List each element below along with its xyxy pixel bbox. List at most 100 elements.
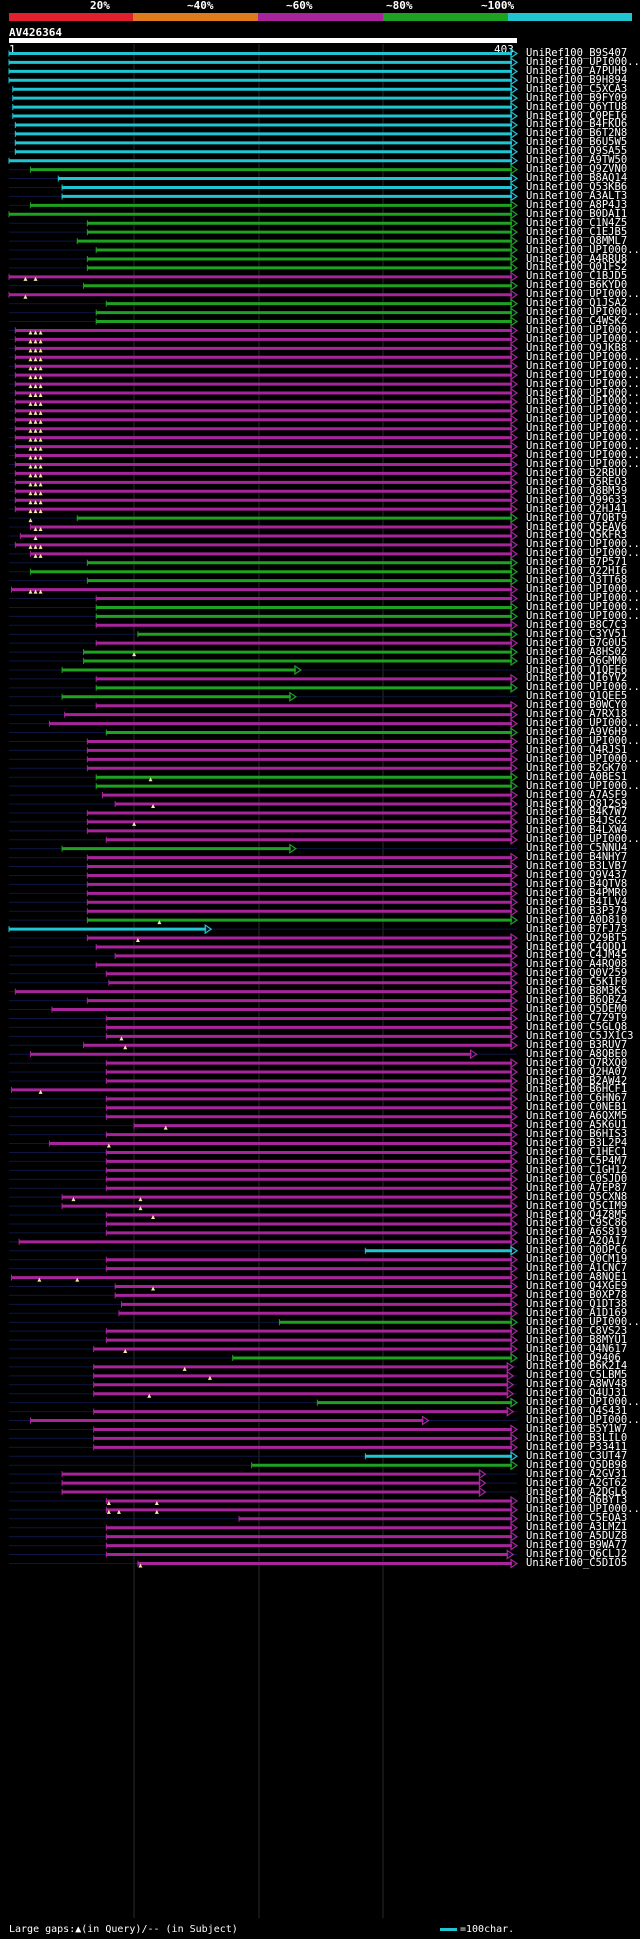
hit-label[interactable]: UniRef100_UPI000... <box>526 332 640 345</box>
hit-label[interactable]: UniRef100_UPI000... <box>526 1396 640 1409</box>
hit-label[interactable]: UniRef100_C0SJD0 <box>526 1172 628 1185</box>
hit-label[interactable]: UniRef100_C4QDD1 <box>526 940 628 953</box>
hit-label[interactable]: UniRef100_UPI000... <box>526 449 640 462</box>
hit-label[interactable]: UniRef100_C5NNU4 <box>526 842 628 855</box>
hit-label[interactable]: UniRef100_UPI000... <box>526 717 640 730</box>
hit-label[interactable]: UniRef100_Q0CM19 <box>526 1253 628 1266</box>
hit-label[interactable]: UniRef100_C5LBM5 <box>526 1369 628 1382</box>
hit-label[interactable]: UniRef100_A8WV48 <box>526 1378 628 1391</box>
hit-label[interactable]: UniRef100_Q6YTU8 <box>526 100 628 113</box>
hit-label[interactable]: UniRef100_C5P4M7 <box>526 1154 628 1167</box>
hit-label[interactable]: UniRef100_Q9SA55 <box>526 145 628 158</box>
hit-label[interactable]: UniRef100_B6QBZ4 <box>526 994 628 1007</box>
hit-label[interactable]: UniRef100_Q4Z8M5 <box>526 1208 628 1221</box>
hit-label[interactable]: UniRef100_Q5KFR3 <box>526 529 628 542</box>
hit-label[interactable]: UniRef100_UPI000... <box>526 377 640 390</box>
hit-label[interactable]: UniRef100_UPI000... <box>526 681 640 694</box>
hit-label[interactable]: UniRef100_C9SC86 <box>526 1217 628 1230</box>
hit-label[interactable]: UniRef100_C1EJB5 <box>526 225 628 238</box>
hit-label[interactable]: UniRef100_C5DIO5 <box>526 1557 628 1569</box>
hit-label[interactable]: UniRef100_A5K6U1 <box>526 1119 628 1132</box>
hit-label[interactable]: UniRef100_B3LIL0 <box>526 1431 628 1444</box>
hit-label[interactable]: UniRef100_Q4S431 <box>526 1405 628 1418</box>
hit-label[interactable]: UniRef100_C0PEI6 <box>526 109 628 122</box>
hit-label[interactable]: UniRef100_C8VS23 <box>526 1324 628 1337</box>
hit-label[interactable]: UniRef100_UPI000... <box>526 368 640 381</box>
hit-label[interactable]: UniRef100_Q1DT38 <box>526 1297 628 1310</box>
hit-label[interactable]: UniRef100_Q29BT5 <box>526 931 628 944</box>
hit-label[interactable]: UniRef100_UPI000... <box>526 404 640 417</box>
hit-label[interactable]: UniRef100_B6U5W5 <box>526 136 628 149</box>
hit-label[interactable]: UniRef100_A6QXM5 <box>526 1110 628 1123</box>
hit-label[interactable]: UniRef100_B3LVB7 <box>526 860 628 873</box>
hit-label[interactable]: UniRef100_P33411 <box>526 1440 628 1453</box>
hit-label[interactable]: UniRef100_UPI000... <box>526 431 640 444</box>
hit-label[interactable]: UniRef100_Q9JKB8 <box>526 341 628 354</box>
hit-label[interactable]: UniRef100_B6HIS3 <box>526 1128 628 1141</box>
hit-label[interactable]: UniRef100_A8P4J3 <box>526 198 628 211</box>
hit-label[interactable]: UniRef100_UPI000... <box>526 1503 640 1516</box>
hit-label[interactable]: UniRef100_C5GLQ8 <box>526 1020 628 1033</box>
hit-label[interactable]: UniRef100_UPI000... <box>526 600 640 613</box>
hit-label[interactable]: UniRef100_UPI000... <box>526 752 640 765</box>
hit-label[interactable]: UniRef100_Q5REO3 <box>526 475 628 488</box>
hit-label[interactable]: UniRef100_B8AQ14 <box>526 172 628 185</box>
hit-label[interactable]: UniRef100_B4FKU6 <box>526 118 628 131</box>
hit-label[interactable]: UniRef100_A9TW50 <box>526 154 628 167</box>
hit-label[interactable]: UniRef100_UPI000... <box>526 288 640 301</box>
hit-label[interactable]: UniRef100_A2QA17 <box>526 1235 628 1248</box>
hit-label[interactable]: UniRef100_A7EP87 <box>526 1181 628 1194</box>
hit-label[interactable]: UniRef100_Q0V259 <box>526 967 628 980</box>
hit-label[interactable]: UniRef100_A2GV31 <box>526 1467 628 1480</box>
hit-label[interactable]: UniRef100_A8QBE0 <box>526 1047 628 1060</box>
hit-label[interactable]: UniRef100_UPI000... <box>526 243 640 256</box>
hit-label[interactable]: UniRef100_A4RQ08 <box>526 958 628 971</box>
hit-label[interactable]: UniRef100_Q2HJ41 <box>526 502 628 515</box>
hit-label[interactable]: UniRef100_B8M3K5 <box>526 985 628 998</box>
hit-label[interactable]: UniRef100_B2AW42 <box>526 1074 628 1087</box>
hit-label[interactable]: UniRef100_Q812S9 <box>526 797 628 810</box>
hit-label[interactable]: UniRef100_C7Z9T9 <box>526 1011 628 1024</box>
hit-label[interactable]: UniRef100_B3P379 <box>526 904 628 917</box>
hit-label[interactable]: UniRef100_A9V6H9 <box>526 726 628 739</box>
hit-label[interactable]: UniRef100_C1HEC1 <box>526 1146 628 1158</box>
hit-label[interactable]: UniRef100_B4PMR0 <box>526 886 628 899</box>
hit-label[interactable]: UniRef100_C5XCA3 <box>526 82 628 95</box>
hit-label[interactable]: UniRef100_UPI000... <box>526 1414 640 1427</box>
hit-label[interactable]: UniRef100_A2GT62 <box>526 1476 628 1489</box>
hit-label[interactable]: UniRef100_A2DGL6 <box>526 1485 628 1498</box>
hit-label[interactable]: UniRef100_UPI000... <box>526 422 640 435</box>
hit-label[interactable]: UniRef100_UPI000... <box>526 547 640 560</box>
hit-label[interactable]: UniRef100_UPI000... <box>526 592 640 605</box>
hit-label[interactable]: UniRef100_Q8MML7 <box>526 234 628 247</box>
hit-label[interactable]: UniRef100_UPI000... <box>526 323 640 336</box>
hit-label[interactable]: UniRef100_Q53KB6 <box>526 181 628 194</box>
hit-label[interactable]: UniRef100_B2RBU0 <box>526 466 628 479</box>
hit-label[interactable]: UniRef100_UPI000... <box>526 55 640 68</box>
hit-label[interactable]: UniRef100_B6HCF1 <box>526 1083 628 1096</box>
hit-label[interactable]: UniRef100_Q5DEM0 <box>526 1003 628 1016</box>
hit-label[interactable]: UniRef100_Q4UJ31 <box>526 1387 628 1400</box>
hit-label[interactable]: UniRef100_UPI000... <box>526 350 640 363</box>
hit-label[interactable]: UniRef100_A6S819 <box>526 1226 628 1239</box>
hit-label[interactable]: UniRef100_UPI000... <box>526 583 640 596</box>
hit-label[interactable]: UniRef100_B4NHY7 <box>526 851 628 864</box>
hit-label[interactable]: UniRef100_Q6GMM0 <box>526 654 628 667</box>
hit-label[interactable]: UniRef100_UPI000... <box>526 306 640 319</box>
hit-label[interactable]: UniRef100_B5Y1W7 <box>526 1422 628 1435</box>
hit-label[interactable]: UniRef100_C5EOA3 <box>526 1512 628 1525</box>
hit-label[interactable]: UniRef100_UPI000... <box>526 395 640 408</box>
hit-label[interactable]: UniRef100_B7P571 <box>526 556 628 569</box>
hit-label[interactable]: UniRef100_UPI000... <box>526 1315 640 1328</box>
hit-label[interactable]: UniRef100_Q5DB98 <box>526 1458 628 1471</box>
hit-label[interactable]: UniRef100_UPI000... <box>526 833 640 846</box>
hit-label[interactable]: UniRef100_A0BES1 <box>526 770 628 783</box>
hit-label[interactable]: UniRef100_UPI000... <box>526 359 640 372</box>
hit-label[interactable]: UniRef100_C3YV51 <box>526 627 628 640</box>
hit-label[interactable]: UniRef100_B6KYD0 <box>526 279 628 292</box>
hit-label[interactable]: UniRef100_UPI000... <box>526 458 640 470</box>
hit-label[interactable]: UniRef100_B9S407 <box>526 47 628 59</box>
hit-label[interactable]: UniRef100_Q2HA07 <box>526 1065 628 1078</box>
hit-label[interactable]: UniRef100_Q1QEE6 <box>526 663 628 676</box>
hit-label[interactable]: UniRef100_A0D810 <box>526 913 628 926</box>
